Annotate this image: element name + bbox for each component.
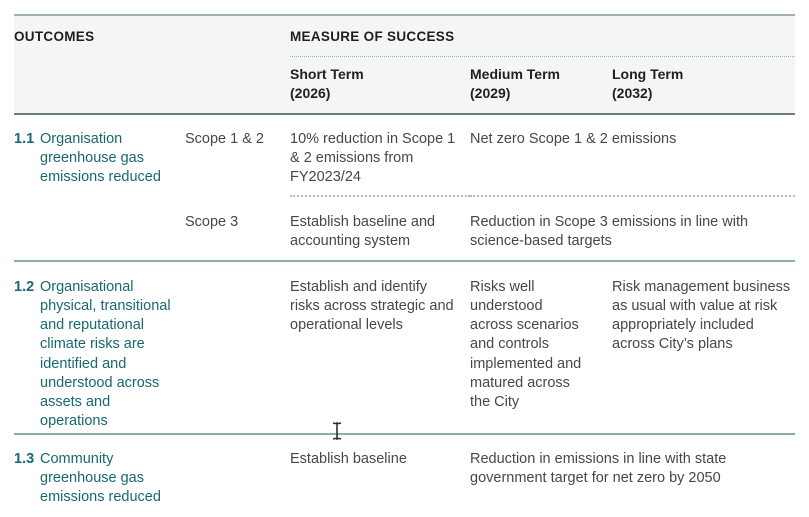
short-term-column-header: Short Term (2026) — [290, 57, 470, 113]
table-header-band: OUTCOMES MEASURE OF SUCCESS Short Term (… — [14, 16, 795, 115]
medium-term-column-header: Medium Term (2029) — [470, 57, 612, 113]
short-term-label: Short Term — [290, 66, 364, 82]
short-term-measure: Establish baseline and accounting system — [290, 213, 436, 249]
short-term-measure: Establish baseline — [290, 451, 407, 468]
row-1-1-scope-3: Scope 3 Establish baseline and accountin… — [14, 197, 795, 260]
table-header-row: OUTCOMES MEASURE OF SUCCESS — [14, 16, 795, 57]
short-term-year: (2026) — [290, 84, 331, 101]
short-term-measure: 10% reduction in Scope 1 & 2 emissions f… — [290, 115, 470, 197]
long-term-column-header: Long Term (2032) — [612, 57, 795, 113]
outcome-number: 1.3 — [14, 451, 35, 468]
long-term-label: Long Term — [612, 66, 684, 82]
table-row-1-3: 1.3 Community greenhouse gas emissions r… — [14, 435, 795, 517]
medium-term-measure: Risks well understood across scenarios a… — [470, 279, 582, 410]
medium-term-year: (2029) — [470, 84, 511, 101]
scope-label: Scope 1 & 2 — [185, 130, 264, 147]
long-term-measure: Risk management business as usual with v… — [612, 279, 791, 353]
short-term-measure: Establish and identify risks across stra… — [290, 279, 454, 334]
medium-term-label: Medium Term — [470, 66, 560, 82]
outcomes-table: OUTCOMES MEASURE OF SUCCESS Short Term (… — [14, 14, 795, 517]
long-term-year: (2032) — [612, 84, 653, 101]
outcome-number: 1.2 — [14, 279, 35, 296]
scope-label: Scope 3 — [185, 213, 239, 230]
medium-long-term-measure: Reduction in Scope 3 emissions in line w… — [470, 213, 749, 249]
document-page: OUTCOMES MEASURE OF SUCCESS Short Term (… — [14, 14, 795, 505]
outcome-text: Organisational physical, transitional an… — [40, 279, 171, 429]
medium-long-term-measure: Net zero Scope 1 & 2 emissions — [470, 115, 795, 197]
text-ibeam-cursor — [332, 421, 342, 441]
measure-of-success-column-header: MEASURE OF SUCCESS — [290, 16, 795, 57]
table-row-1-1: 1.1 Organisation greenhouse gas emission… — [14, 115, 795, 263]
outcome-number: 1.1 — [14, 130, 35, 147]
outcome-text: Community greenhouse gas emissions reduc… — [40, 451, 161, 506]
term-header-row: Short Term (2026) Medium Term (2029) Lon… — [14, 57, 795, 113]
row-1-1-scope-1-2: 1.1 Organisation greenhouse gas emission… — [14, 115, 795, 197]
outcomes-column-header: OUTCOMES — [14, 29, 95, 44]
table-row-1-2: 1.2 Organisational physical, transitiona… — [14, 262, 795, 436]
medium-long-term-measure: Reduction in emissions in line with stat… — [470, 451, 727, 487]
outcome-text: Organisation greenhouse gas emissions re… — [40, 130, 161, 186]
